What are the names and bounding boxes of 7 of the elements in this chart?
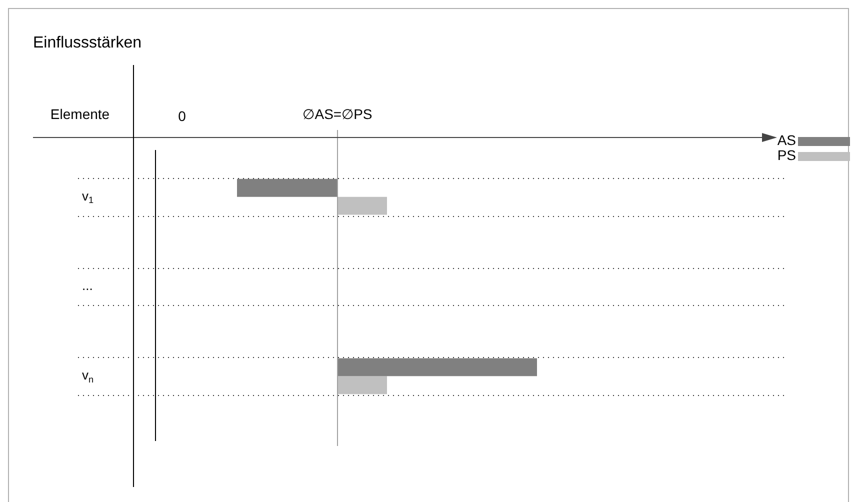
y-axis-title: Elemente [50,106,110,122]
legend-label: PS [777,146,796,163]
text: 0 [178,108,186,124]
text: Einflussstärken [33,34,142,52]
y-tick-label: ... [82,278,93,294]
legend-label: AS [777,132,796,148]
ref-line-label: ∅AS=∅PS [302,106,372,122]
